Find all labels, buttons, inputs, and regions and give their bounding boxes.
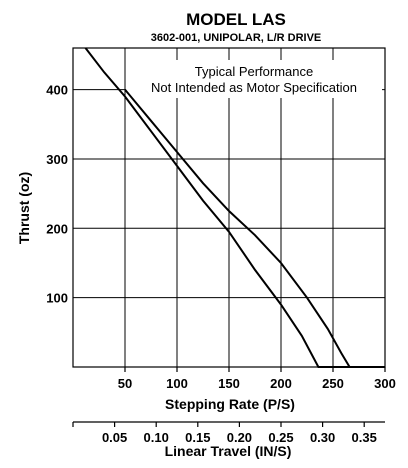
x-tick-label-4: 250 bbox=[322, 376, 344, 391]
y-axis-label: Thrust (oz) bbox=[16, 172, 32, 244]
x2-tick-label-2: 0.15 bbox=[185, 430, 210, 445]
x-tick-label-0: 50 bbox=[118, 376, 132, 391]
x2-tick-label-1: 0.10 bbox=[144, 430, 169, 445]
y-tick-label-0: 100 bbox=[46, 291, 68, 306]
secondary-x-ticks: 0.05 0.10 0.15 0.20 0.25 0.30 0.35 bbox=[72, 422, 377, 445]
x2-tick-label-0: 0.05 bbox=[102, 430, 127, 445]
chart-subtitle: 3602-001, UNIPOLAR, L/R DRIVE bbox=[151, 32, 322, 44]
annotation-line-1: Typical Performance bbox=[195, 64, 314, 79]
x2-tick-label-5: 0.30 bbox=[310, 430, 335, 445]
x-tick-label-3: 200 bbox=[270, 376, 292, 391]
annotation-line-2: Not Intended as Motor Specification bbox=[151, 80, 357, 95]
x-tick-label-1: 100 bbox=[166, 376, 188, 391]
x2-tick-label-3: 0.20 bbox=[227, 430, 252, 445]
thrust-curve-1 bbox=[84, 47, 385, 368]
x2-tick-label-4: 0.25 bbox=[268, 430, 293, 445]
chart-title: MODEL LAS bbox=[186, 10, 286, 29]
annotation-box bbox=[126, 60, 382, 98]
y-tick-label-2: 300 bbox=[46, 152, 68, 167]
y-tick-label-1: 200 bbox=[46, 221, 68, 236]
y-tick-labels: 100 200 300 400 bbox=[46, 83, 68, 306]
x-axis-label: Stepping Rate (P/S) bbox=[165, 396, 295, 412]
x-tick-label-5: 300 bbox=[374, 376, 396, 391]
thrust-curve-2 bbox=[124, 88, 351, 368]
x-tick-label-2: 150 bbox=[218, 376, 240, 391]
y-tick-label-3: 400 bbox=[46, 83, 68, 98]
secondary-x-axis-label: Linear Travel (IN/S) bbox=[165, 443, 292, 459]
curves bbox=[84, 47, 385, 368]
x2-tick-label-6: 0.35 bbox=[352, 430, 377, 445]
x-tick-labels: 50 100 150 200 250 300 bbox=[118, 367, 396, 391]
